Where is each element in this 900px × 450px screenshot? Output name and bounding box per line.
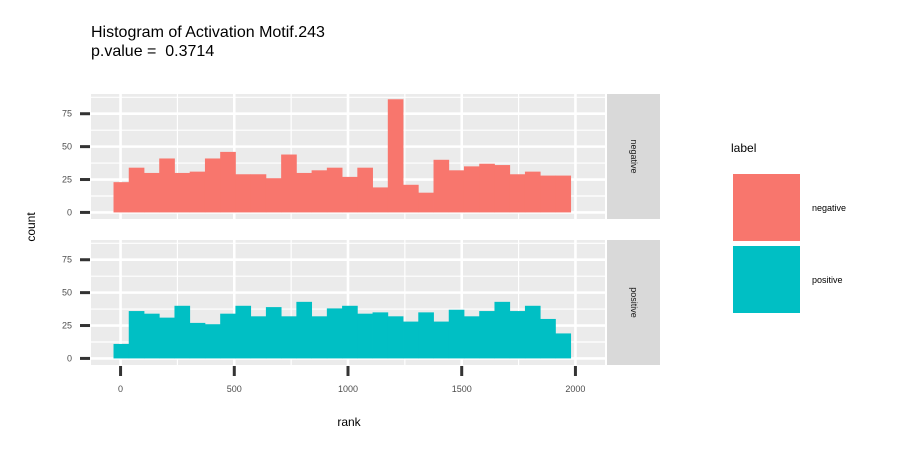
x-tick-label: 0 bbox=[118, 384, 123, 394]
histogram-bar-negative bbox=[524, 171, 541, 213]
facet-panel-positive: 0 25 50 75 positive bbox=[62, 240, 660, 365]
histogram-bar-positive bbox=[159, 317, 175, 359]
histogram-bar-negative bbox=[494, 165, 511, 213]
y-tick-label: 75 bbox=[62, 255, 72, 265]
y-tick-label: 0 bbox=[67, 353, 72, 363]
histogram-bar-negative bbox=[372, 187, 389, 213]
histogram-bar-positive bbox=[479, 311, 495, 359]
histogram-bar-negative bbox=[113, 182, 130, 213]
histogram-bar-negative bbox=[281, 154, 297, 213]
histogram-bar-negative bbox=[250, 174, 267, 213]
histogram-bar-positive bbox=[281, 316, 297, 359]
histogram-bar-positive bbox=[555, 333, 572, 359]
histogram-bar-positive bbox=[342, 305, 358, 359]
histogram-bar-positive bbox=[113, 343, 130, 359]
histogram-bar-negative bbox=[143, 172, 160, 213]
chart-title: Histogram of Activation Motif.243 bbox=[91, 24, 325, 41]
x-tick-label: 1000 bbox=[338, 384, 358, 394]
histogram-bar-negative bbox=[448, 170, 465, 213]
facet-strip-label: positive bbox=[629, 287, 639, 318]
chart-subtitle: p.value = 0.3714 bbox=[91, 43, 214, 60]
y-tick-label: 50 bbox=[62, 142, 72, 152]
histogram-bar-positive bbox=[265, 307, 282, 359]
histogram-bar-positive bbox=[296, 301, 313, 359]
y-axis-title: count bbox=[24, 212, 38, 242]
histogram-bar-positive bbox=[494, 301, 511, 359]
histogram-bar-negative bbox=[159, 158, 175, 213]
histogram-bar-negative bbox=[311, 170, 328, 213]
histogram-bar-positive bbox=[524, 305, 541, 359]
histogram-bar-positive bbox=[418, 312, 434, 359]
histogram-bar-negative bbox=[433, 159, 450, 213]
histogram-bar-negative bbox=[387, 99, 404, 213]
legend-label-positive: positive bbox=[812, 275, 843, 285]
legend-label-negative: negative bbox=[812, 203, 846, 213]
facet-strip-label: negative bbox=[629, 139, 639, 173]
x-axis: 0 500 1000 1500 2000 bbox=[118, 366, 585, 394]
histogram-bar-negative bbox=[540, 175, 556, 213]
legend-title: label bbox=[731, 141, 756, 155]
histogram-bar-negative bbox=[342, 176, 358, 213]
histogram-bar-negative bbox=[204, 158, 221, 213]
y-tick-label: 25 bbox=[62, 321, 72, 331]
histogram-bar-negative bbox=[479, 163, 495, 213]
histogram-bar-negative bbox=[403, 184, 419, 213]
histogram-bar-positive bbox=[433, 321, 450, 359]
legend-key-negative bbox=[733, 174, 800, 241]
histogram-bar-negative bbox=[220, 151, 236, 213]
histogram-bar-positive bbox=[128, 311, 145, 359]
histogram-bar-positive bbox=[509, 311, 526, 359]
facet-panel-negative: 0 25 50 75 negative bbox=[62, 94, 660, 219]
x-tick-label: 2000 bbox=[565, 384, 585, 394]
histogram-bar-negative bbox=[418, 192, 434, 213]
histogram-bar-positive bbox=[143, 313, 160, 359]
histogram-bar-positive bbox=[235, 305, 252, 359]
y-tick-label: 50 bbox=[62, 288, 72, 298]
histogram-bar-positive bbox=[372, 312, 389, 359]
histogram-bar-negative bbox=[189, 171, 206, 213]
histogram-bar-positive bbox=[403, 321, 419, 359]
histogram-bar-positive bbox=[540, 318, 556, 359]
legend-key-positive bbox=[733, 246, 800, 313]
histogram-bar-negative bbox=[326, 167, 343, 213]
histogram-bar-positive bbox=[204, 324, 221, 359]
facet-strip bbox=[607, 240, 660, 365]
histogram-bar-negative bbox=[357, 167, 373, 213]
histogram-bar-positive bbox=[326, 308, 343, 359]
histogram-bar-positive bbox=[387, 316, 404, 359]
x-tick-label: 500 bbox=[227, 384, 242, 394]
histogram-bar-positive bbox=[448, 309, 465, 359]
histogram-bar-negative bbox=[555, 175, 572, 213]
histogram-bar-positive bbox=[463, 316, 480, 359]
histogram-bar-negative bbox=[174, 172, 191, 213]
histogram-bar-positive bbox=[311, 316, 328, 359]
y-tick-label: 75 bbox=[62, 109, 72, 119]
x-axis-title: rank bbox=[337, 415, 361, 429]
y-tick-label: 25 bbox=[62, 175, 72, 185]
x-tick-label: 1500 bbox=[452, 384, 472, 394]
facet-strip bbox=[607, 94, 660, 219]
histogram-bar-positive bbox=[357, 313, 373, 359]
facet-panels: 0 25 50 75 negative 0 25 50 75 positive bbox=[62, 94, 660, 365]
legend: label negative positive bbox=[731, 141, 846, 313]
histogram-bar-positive bbox=[174, 305, 191, 359]
histogram-bar-negative bbox=[235, 174, 252, 213]
histogram-bar-negative bbox=[463, 166, 480, 213]
histogram-bar-negative bbox=[296, 172, 313, 213]
histogram-bar-negative bbox=[128, 167, 145, 213]
histogram-bar-positive bbox=[220, 313, 236, 359]
histogram-bar-positive bbox=[189, 322, 206, 359]
histogram-bar-negative bbox=[265, 178, 282, 213]
histogram-bar-negative bbox=[509, 174, 526, 213]
y-tick-label: 0 bbox=[67, 207, 72, 217]
histogram-bar-positive bbox=[250, 316, 267, 359]
